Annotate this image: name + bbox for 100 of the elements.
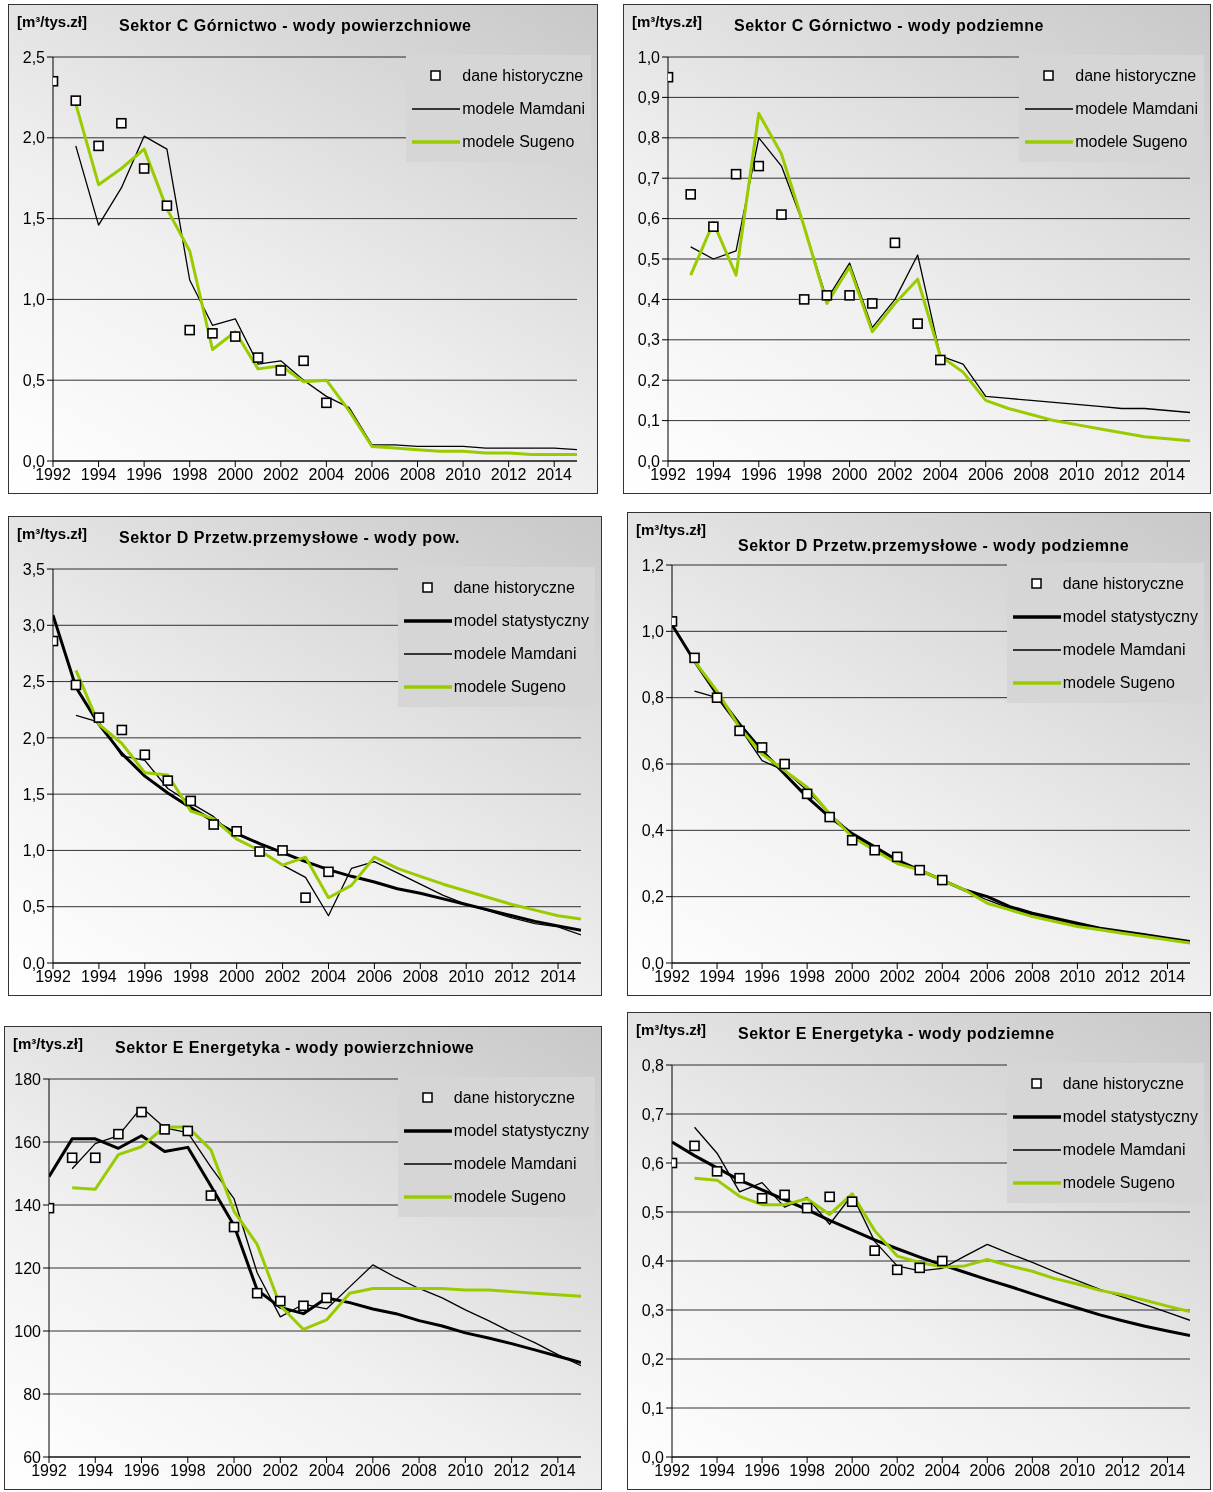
x-tick-label: 2006 (354, 466, 390, 484)
x-tick-label: 2014 (540, 1462, 576, 1480)
x-tick-label: 2012 (490, 466, 527, 484)
legend-label: modele Mamdani (1062, 1140, 1186, 1159)
y-tick-label: 120 (14, 1259, 42, 1277)
y-tick-label: 0,7 (641, 1105, 665, 1123)
x-tick-label: 2012 (1104, 466, 1140, 484)
y-tick-label: 0,6 (641, 755, 665, 773)
x-tick-label: 2004 (308, 1462, 345, 1480)
x-tick-label: 2014 (1149, 968, 1186, 986)
x-tick-label: 2000 (218, 968, 255, 986)
y-tick-label: 100 (14, 1322, 42, 1340)
y-tick-label: 1,2 (641, 556, 665, 574)
y-tick-label: 0,2 (641, 1350, 665, 1368)
y-tick-label: 0,5 (637, 250, 661, 268)
y-tick-label: 0,2 (637, 371, 661, 389)
chart-title: Sektor C Górnictwo - wody podziemne (734, 17, 1044, 35)
x-tick-label: 2002 (264, 968, 301, 986)
x-tick-label: 2008 (402, 968, 439, 986)
y-tick-label: 0,4 (641, 822, 665, 840)
y-tick-label: 0,5 (22, 371, 46, 389)
y-tick-label: 0,8 (641, 1056, 665, 1074)
x-tick-label: 1996 (123, 1462, 160, 1480)
y-tick-label: 160 (14, 1133, 42, 1151)
x-tick-label: 2000 (217, 466, 254, 484)
x-tick-label: 2010 (1059, 1462, 1096, 1480)
y-tick-label: 0,2 (641, 888, 665, 906)
x-tick-label: 2014 (536, 466, 573, 484)
y-tick-label: 1,5 (22, 210, 46, 228)
y-tick-label: 0,1 (641, 1399, 665, 1417)
x-tick-label: 2012 (494, 968, 531, 986)
y-tick-label: 1,0 (641, 623, 665, 641)
legend-label: modele Mamdani (453, 1154, 577, 1173)
x-tick-label: 2010 (447, 1462, 484, 1480)
x-tick-label: 2008 (1014, 968, 1051, 986)
x-tick-label: 2006 (356, 968, 393, 986)
y-tick-label: 3,5 (22, 560, 46, 578)
x-tick-label: 2008 (401, 1462, 437, 1480)
x-tick-label: 2004 (310, 968, 347, 986)
legend-label: modele Sugeno (453, 677, 566, 696)
x-tick-label: 2002 (879, 968, 916, 986)
y-tick-label: 1,0 (22, 291, 46, 309)
x-tick-label: 2012 (493, 1462, 530, 1480)
x-tick-label: 2010 (445, 466, 481, 484)
x-tick-label: 2000 (834, 1462, 871, 1480)
x-tick-label: 1994 (699, 968, 735, 986)
x-tick-label: 2002 (263, 466, 299, 484)
x-tick-label: 2006 (355, 1462, 391, 1480)
legend-label: model statystyczny (453, 611, 589, 630)
y-axis-title: [m³/tys.zł] (636, 1021, 707, 1038)
y-tick-label: 1,0 (637, 48, 661, 66)
x-tick-label: 2004 (922, 466, 959, 484)
y-tick-label: 1,0 (22, 842, 46, 860)
legend-label: modele Sugeno (462, 132, 575, 151)
x-tick-label: 2010 (448, 968, 485, 986)
x-tick-label: 2002 (879, 1462, 916, 1480)
legend-label: modele Mamdani (1062, 640, 1186, 659)
chart-title: Sektor D Przetw.przemysłowe - wody pow. (119, 529, 461, 547)
x-tick-label: 1994 (699, 1462, 735, 1480)
x-tick-label: 2010 (1059, 968, 1096, 986)
x-tick-label: 1994 (77, 1462, 114, 1480)
x-tick-label: 2008 (1014, 1462, 1051, 1480)
legend-label: model statystyczny (1062, 1107, 1198, 1126)
y-tick-label: 0,4 (637, 291, 661, 309)
x-tick-label: 1996 (127, 968, 163, 986)
y-tick-label: 0,3 (637, 331, 661, 349)
legend-label: dane historyczne (1062, 574, 1184, 593)
y-axis-title: [m³/tys.zł] (13, 1035, 84, 1052)
x-tick-label: 2008 (1013, 466, 1050, 484)
chart-title: Sektor E Energetyka - wody powierzchniowe (115, 1039, 475, 1057)
chart-title: Sektor C Górnictwo - wody powierzchniowe (119, 17, 472, 35)
legend-label: dane historyczne (1075, 66, 1197, 85)
x-tick-label: 2012 (1104, 968, 1141, 986)
y-tick-label: 0,6 (637, 210, 661, 228)
x-tick-label: 2002 (262, 1462, 299, 1480)
y-tick-label: 0,9 (637, 89, 661, 107)
x-tick-label: 2012 (1104, 1462, 1141, 1480)
x-tick-label: 1994 (81, 968, 117, 986)
chart-title: Sektor E Energetyka - wody podziemne (738, 1025, 1055, 1043)
y-tick-label: 0,6 (641, 1154, 665, 1172)
x-tick-label: 2014 (1149, 1462, 1186, 1480)
x-tick-label: 2000 (216, 1462, 252, 1480)
x-tick-label: 2006 (967, 466, 1004, 484)
y-tick-label: 2,5 (22, 673, 46, 691)
y-tick-label: 0,7 (637, 169, 661, 187)
y-tick-label: 1,5 (22, 785, 46, 803)
legend-label: dane historyczne (453, 578, 575, 597)
y-tick-label: 0,8 (641, 689, 665, 707)
legend-label: modele Sugeno (453, 1187, 566, 1206)
y-tick-label: 0,8 (637, 129, 661, 147)
legend-label: modele Mamdani (462, 99, 585, 118)
x-tick-label: 2004 (924, 968, 961, 986)
x-tick-label: 1996 (744, 968, 780, 986)
x-tick-label: 1998 (789, 968, 826, 986)
legend-label: modele Mamdani (453, 644, 577, 663)
legend-label: modele Sugeno (1062, 1173, 1175, 1192)
x-tick-label: 2010 (1058, 466, 1095, 484)
y-axis-title: [m³/tys.zł] (632, 13, 703, 30)
x-tick-label: 2000 (831, 466, 868, 484)
x-tick-label: 1992 (31, 1462, 67, 1480)
